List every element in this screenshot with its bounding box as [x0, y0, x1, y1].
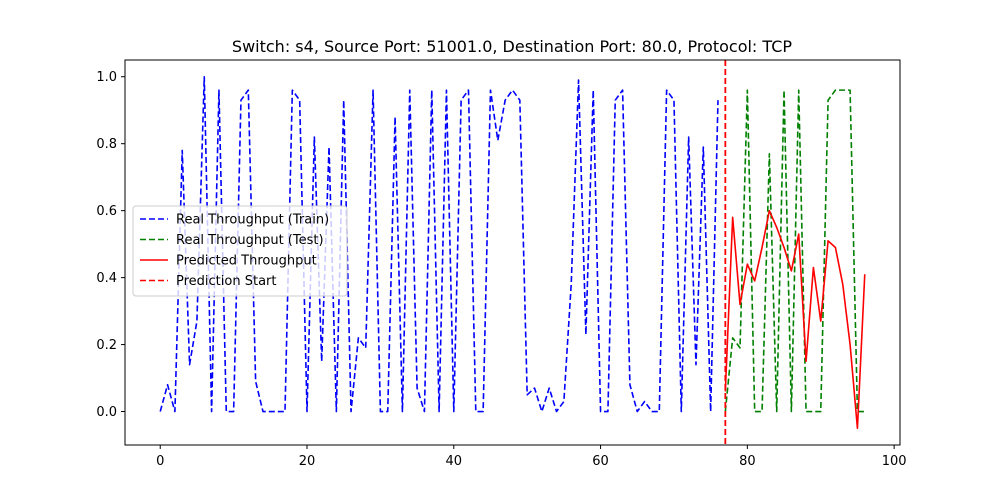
y-tick-label: 0.0 — [96, 405, 117, 420]
x-tick-label: 60 — [592, 454, 609, 469]
series-line-2 — [724, 209, 866, 430]
y-tick-label: 1.0 — [96, 70, 117, 85]
chart-title: Switch: s4, Source Port: 51001.0, Destin… — [232, 37, 792, 56]
x-tick-label: 80 — [739, 454, 756, 469]
legend-label: Real Throughput (Train) — [176, 213, 329, 228]
y-tick-label: 0.2 — [96, 338, 117, 353]
plot-frame — [124, 59, 901, 446]
legend-box — [132, 205, 348, 297]
x-tick-label: 40 — [446, 454, 463, 469]
y-tick-label: 0.8 — [96, 137, 117, 152]
x-tick-label: 0 — [156, 454, 164, 469]
y-axis: 0.0 0.2 0.4 0.6 0.8 1.0 — [96, 70, 125, 420]
x-tick-label: 20 — [299, 454, 316, 469]
x-axis: 0 20 40 60 80 100 — [156, 445, 907, 469]
legend-label: Prediction Start — [176, 274, 276, 289]
x-tick-label: 100 — [882, 454, 907, 469]
legend: Real Throughput (Train) Real Throughput (… — [132, 205, 348, 297]
y-tick-label: 0.4 — [96, 271, 117, 286]
legend-label: Real Throughput (Test) — [176, 233, 324, 248]
y-tick-label: 0.6 — [96, 204, 117, 219]
legend-label: Predicted Throughput — [176, 254, 317, 269]
